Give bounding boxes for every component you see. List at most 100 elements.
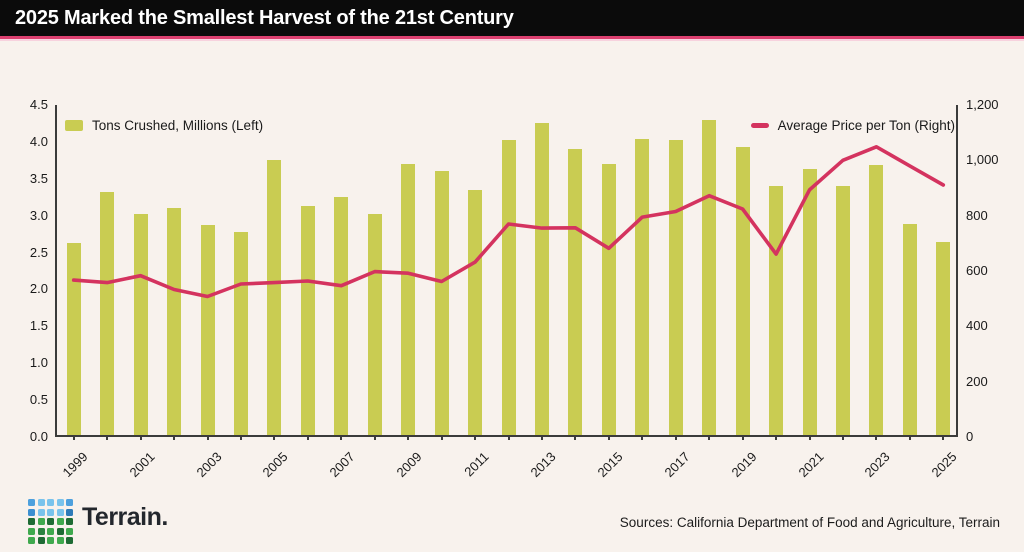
- x-tick: [239, 435, 242, 440]
- logo-square: [56, 499, 64, 506]
- x-tick: [741, 435, 744, 440]
- logo-square: [37, 499, 45, 506]
- x-tick: [106, 435, 109, 440]
- bar-2022: [835, 186, 850, 435]
- bar-2023: [869, 164, 884, 435]
- x-label-2019: 2019: [728, 449, 760, 481]
- right-axis-label: 400: [966, 318, 988, 334]
- logo-square: [66, 518, 73, 525]
- legend-bars-label: Tons Crushed, Millions (Left): [92, 118, 264, 133]
- x-tick: [273, 435, 276, 440]
- legend-line: Average Price per Ton (Right): [750, 118, 955, 133]
- right-axis-label: 600: [966, 263, 988, 278]
- x-tick: [440, 435, 443, 440]
- left-axis-label: 3.5: [29, 170, 48, 186]
- legend-bars: Tons Crushed, Millions (Left): [65, 118, 263, 133]
- x-label-2013: 2013: [527, 449, 559, 481]
- bar-2005: [267, 159, 282, 435]
- logo-square: [56, 508, 64, 516]
- bar-2024: [902, 224, 917, 435]
- bar-2000: [100, 191, 115, 435]
- logo-square: [47, 537, 54, 544]
- logo-square: [56, 537, 64, 544]
- bar-2002: [167, 207, 182, 435]
- left-axis-label: 4.0: [29, 133, 48, 149]
- logo-square: [56, 527, 64, 535]
- x-label-2007: 2007: [326, 449, 358, 481]
- logo-square: [66, 527, 73, 535]
- bar-2009: [401, 164, 416, 435]
- bar-2019: [735, 147, 750, 435]
- bar-2021: [802, 168, 817, 435]
- x-tick: [607, 435, 610, 440]
- logo-square: [56, 518, 64, 525]
- footer: Terrain. Sources: California Department …: [0, 496, 1024, 552]
- left-axis-label: 2.0: [29, 281, 48, 297]
- title-bar: 2025 Marked the Smallest Harvest of the …: [0, 0, 1024, 36]
- plot-area: 1999 2001 2003 2005 2007 2009 2011 2013 2015 2017…: [55, 105, 960, 480]
- x-label-2005: 2005: [259, 449, 291, 481]
- x-tick: [373, 435, 376, 440]
- right-axis-label: 800: [966, 207, 988, 223]
- logo-square: [47, 508, 54, 516]
- bar-2010: [434, 170, 449, 435]
- line-swatch-icon: [750, 123, 769, 128]
- right-axis-label: 1,200: [966, 97, 999, 112]
- x-tick: [574, 435, 577, 440]
- logo-square: [28, 527, 35, 535]
- logo-square: [66, 508, 73, 516]
- x-tick: [507, 435, 510, 440]
- left-axis-label: 2.5: [29, 244, 48, 260]
- bar-2012: [501, 139, 516, 435]
- logo-square: [37, 537, 45, 544]
- logo-square: [47, 527, 54, 535]
- bar-2008: [367, 213, 382, 435]
- x-tick: [808, 435, 811, 440]
- x-tick: [908, 435, 911, 440]
- logo-square: [66, 537, 73, 544]
- bar-2011: [468, 190, 483, 435]
- bar-2001: [133, 213, 148, 435]
- x-tick: [407, 435, 410, 440]
- bar-2013: [534, 122, 549, 435]
- left-axis-label: 4.5: [29, 97, 48, 112]
- accent-rule-light: [0, 39, 1024, 41]
- right-axis-label: 0: [966, 429, 974, 444]
- logo-square: [47, 499, 54, 506]
- bar-swatch-icon: [65, 120, 83, 131]
- x-tick: [206, 435, 209, 440]
- price-line: [71, 144, 946, 299]
- bar-2016: [635, 139, 650, 435]
- bar-2025: [936, 241, 951, 435]
- x-tick: [139, 435, 142, 440]
- legend-line-label: Average Price per Ton (Right): [777, 118, 955, 133]
- terrain-logo-icon: [28, 499, 73, 544]
- logo-square: [47, 518, 54, 525]
- sources-note: Sources: California Department of Food a…: [619, 515, 1000, 530]
- accent-rule: [0, 36, 1024, 39]
- x-tick: [72, 435, 75, 440]
- left-axis-label: 1.5: [29, 318, 48, 334]
- logo-square: [66, 499, 73, 506]
- bar-2015: [601, 164, 616, 435]
- logo-square: [28, 518, 35, 525]
- x-label-2021: 2021: [795, 449, 827, 481]
- right-axis-label: 1,000: [966, 152, 999, 168]
- x-tick: [708, 435, 711, 440]
- left-axis-label: 3.0: [29, 207, 48, 223]
- logo-square: [28, 508, 35, 516]
- logo-wordmark: Terrain.: [82, 503, 168, 531]
- x-tick: [641, 435, 644, 440]
- logo-square: [28, 499, 35, 506]
- x-tick: [306, 435, 309, 440]
- x-label-2025: 2025: [928, 449, 960, 481]
- x-label-1999: 1999: [59, 449, 91, 481]
- x-label-2011: 2011: [461, 449, 492, 480]
- x-tick: [173, 435, 176, 440]
- x-tick: [841, 435, 844, 440]
- x-tick: [540, 435, 543, 440]
- x-tick: [942, 435, 945, 440]
- x-tick: [875, 435, 878, 440]
- x-label-2017: 2017: [661, 449, 693, 481]
